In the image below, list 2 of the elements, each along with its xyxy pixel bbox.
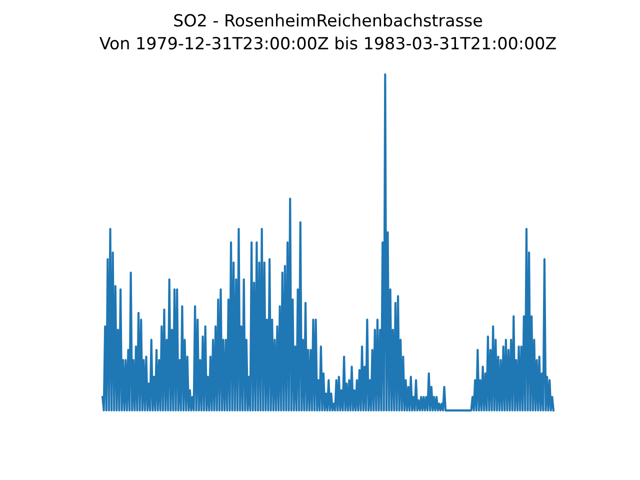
chart-title: SO2 - RosenheimReichenbachstrasse bbox=[174, 14, 482, 27]
chart-subtitle: Von 1979-12-31T23:00:00Z bis 1983-03-31T21:00:00Z bbox=[99, 36, 556, 50]
